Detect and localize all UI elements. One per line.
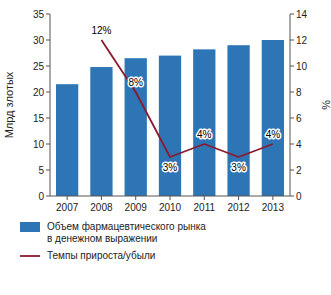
y-tick — [46, 196, 50, 197]
x-tick-label: 2009 — [125, 202, 148, 213]
y2-tick-label: 0 — [296, 191, 302, 202]
y2-tick-label: 10 — [296, 61, 308, 72]
y2-tick-label: 8 — [296, 87, 302, 98]
legend-label-line: Темпы прироста/убыли — [47, 250, 155, 261]
axes: 0 5 10 15 20 25 30 35 0 2 4 6 8 10 12 14 2007 2008 2009 201… — [3, 9, 331, 214]
y-tick-label: 0 — [38, 191, 44, 202]
y2-tick-label: 6 — [296, 113, 302, 124]
data-label: 4% — [266, 129, 281, 140]
x-tick-label: 2012 — [227, 202, 250, 213]
bar — [56, 84, 78, 196]
x-tick-label: 2007 — [56, 202, 79, 213]
x-tick — [67, 196, 68, 200]
y-tick — [46, 66, 50, 67]
y2-tick — [290, 66, 294, 67]
x-tick — [135, 196, 136, 200]
bar — [227, 45, 249, 196]
y-tick-label: 20 — [33, 87, 45, 98]
y2-tick-label: 14 — [296, 9, 308, 20]
x-tick-label: 2008 — [90, 202, 113, 213]
y-tick — [46, 14, 50, 15]
y-axis-label: Млрд злотых — [3, 71, 15, 138]
x-tick-label: 2010 — [159, 202, 182, 213]
x-tick — [238, 196, 239, 200]
y-tick-label: 10 — [33, 139, 45, 150]
x-tick-label: 2013 — [262, 202, 285, 213]
x-tick — [170, 196, 171, 200]
y-tick — [46, 40, 50, 41]
data-label: 12% — [91, 25, 111, 36]
line — [101, 40, 272, 157]
y2-tick — [290, 14, 294, 15]
y-tick — [46, 170, 50, 171]
x-tick — [272, 196, 273, 200]
legend-label-line: в денежном выражении — [47, 233, 157, 244]
legend-swatch — [20, 222, 40, 232]
y-axis-line — [50, 14, 51, 196]
y2-axis-label: % — [320, 100, 331, 110]
y-tick-label: 30 — [33, 35, 45, 46]
y-tick — [46, 118, 50, 119]
y-tick-label: 35 — [33, 9, 45, 20]
x-tick — [101, 196, 102, 200]
y2-tick-label: 4 — [296, 139, 302, 150]
y2-tick — [290, 196, 294, 197]
legend-label: Объем фармацевтического рынкав денежном … — [47, 221, 206, 244]
plot-marks — [56, 40, 284, 196]
chart-svg: 12% 8% 3% 4% 3% 4% 0 5 10 15 20 25 30 35 0 2 4 6 8 10 12 14 20… — [0, 0, 331, 295]
y2-tick — [290, 118, 294, 119]
y-tick — [46, 92, 50, 93]
bar — [262, 40, 284, 196]
bar — [90, 67, 112, 196]
y2-axis-line — [290, 14, 291, 196]
y-tick-label: 5 — [38, 165, 44, 176]
y-tick-label: 15 — [33, 113, 45, 124]
legend-label-line: Объем фармацевтического рынка — [47, 221, 206, 232]
y2-tick — [290, 92, 294, 93]
bar — [193, 49, 215, 196]
legend: Объем фармацевтического рынкав денежном … — [20, 221, 206, 261]
y-tick-label: 25 — [33, 61, 45, 72]
data-labels: 12% 8% 3% 4% 3% 4% — [91, 25, 280, 173]
chart-container: 12% 8% 3% 4% 3% 4% 0 5 10 15 20 25 30 35 0 2 4 6 8 10 12 14 20… — [0, 0, 331, 295]
bar — [159, 56, 181, 196]
y2-tick — [290, 170, 294, 171]
legend-swatch — [20, 255, 40, 257]
bar — [125, 58, 147, 196]
x-tick — [204, 196, 205, 200]
y2-tick — [290, 40, 294, 41]
legend-label: Темпы прироста/убыли — [47, 250, 155, 261]
data-label: 3% — [163, 162, 178, 173]
y2-tick-label: 2 — [296, 165, 302, 176]
y2-tick-label: 12 — [296, 35, 308, 46]
data-label: 4% — [197, 129, 212, 140]
y2-tick — [290, 144, 294, 145]
data-label: 8% — [128, 77, 143, 88]
y-tick — [46, 144, 50, 145]
data-label: 3% — [231, 162, 246, 173]
x-tick-label: 2011 — [194, 202, 216, 213]
